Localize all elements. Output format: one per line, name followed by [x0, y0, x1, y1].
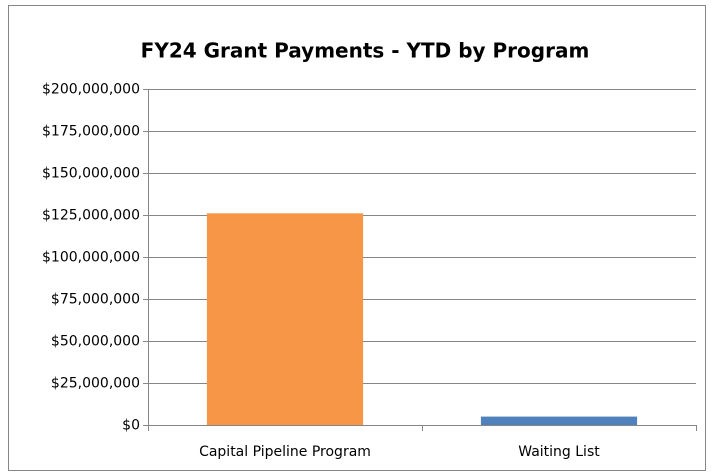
chart-title: FY24 Grant Payments - YTD by Program [141, 39, 590, 63]
x-tick-label: Waiting List [518, 444, 600, 460]
bar [206, 213, 364, 425]
y-tick-label: $100,000,000 [42, 250, 140, 266]
bar [480, 416, 638, 425]
y-tick-label: $125,000,000 [42, 208, 140, 224]
y-tick-label: $75,000,000 [51, 292, 140, 308]
y-tick-label: $50,000,000 [51, 334, 140, 350]
y-tick-label: $0 [122, 418, 140, 434]
y-tick-label: $150,000,000 [42, 166, 140, 182]
y-tick-label: $175,000,000 [42, 124, 140, 140]
x-tick-label: Capital Pipeline Program [199, 444, 371, 460]
y-tick-label: $200,000,000 [42, 82, 140, 98]
y-tick-label: $25,000,000 [51, 376, 140, 392]
